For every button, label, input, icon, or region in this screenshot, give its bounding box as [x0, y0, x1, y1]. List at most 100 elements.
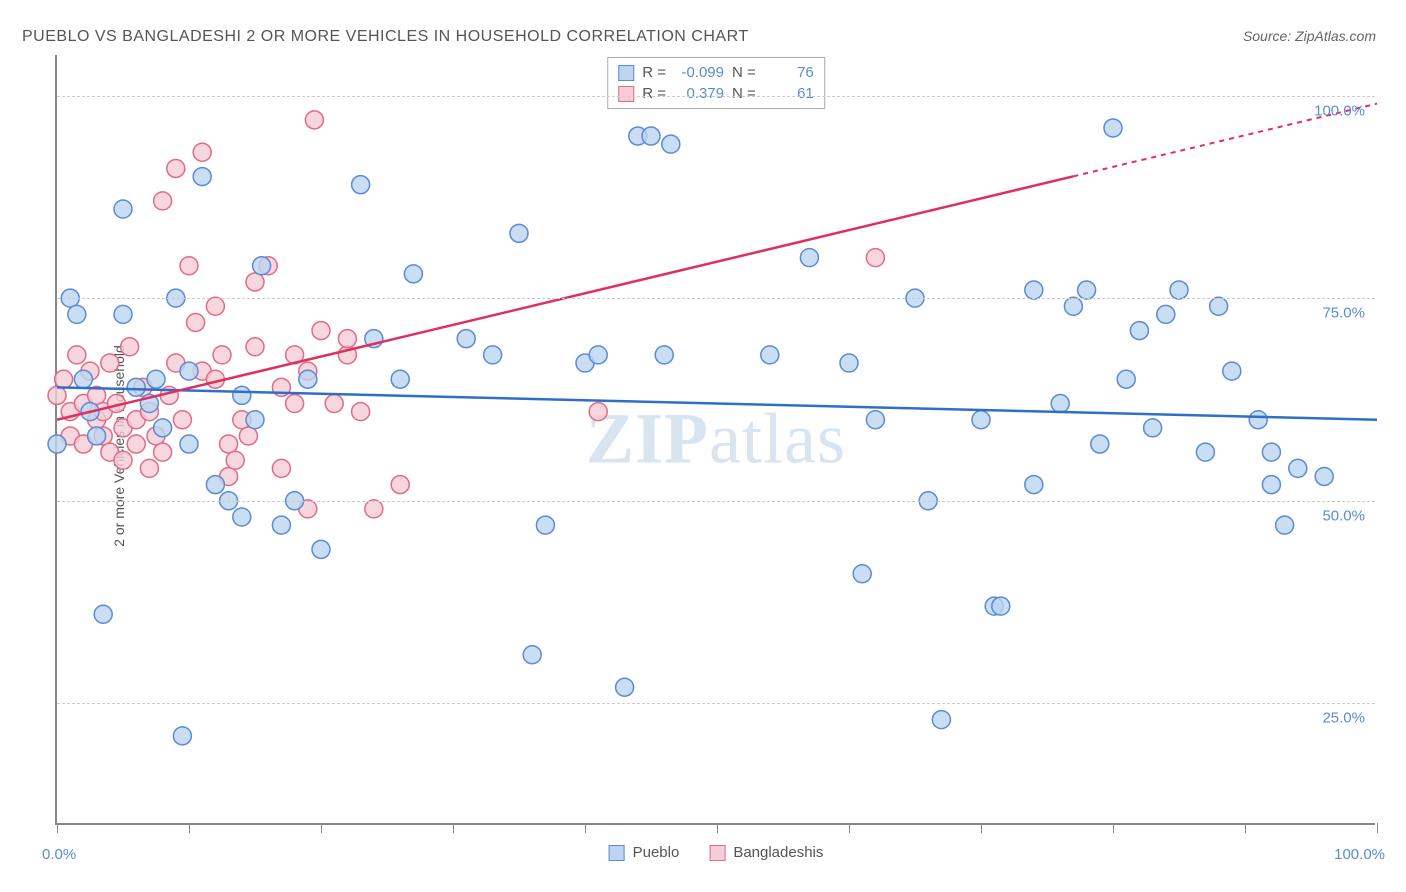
x-tick-label-left: 0.0% — [42, 846, 76, 863]
scatter-point — [206, 476, 224, 494]
x-tick — [57, 823, 58, 833]
scatter-point — [457, 330, 475, 348]
gridline-h — [57, 501, 1375, 502]
scatter-point — [1064, 297, 1082, 315]
scatter-point — [352, 403, 370, 421]
scatter-point — [180, 257, 198, 275]
scatter-point — [1051, 395, 1069, 413]
scatter-point — [1262, 476, 1280, 494]
scatter-point — [1025, 281, 1043, 299]
legend-item-bangladeshis: Bangladeshis — [709, 844, 823, 861]
scatter-point — [1130, 322, 1148, 340]
scatter-point — [68, 305, 86, 323]
legend-swatch-pueblo — [609, 845, 625, 861]
scatter-point — [523, 646, 541, 664]
scatter-point — [616, 678, 634, 696]
scatter-point — [48, 386, 66, 404]
scatter-point — [662, 135, 680, 153]
scatter-point — [312, 322, 330, 340]
scatter-point — [140, 459, 158, 477]
scatter-point — [233, 386, 251, 404]
scatter-point — [94, 605, 112, 623]
scatter-point — [74, 370, 92, 388]
scatter-point — [1157, 305, 1175, 323]
scatter-point — [866, 249, 884, 267]
scatter-point — [972, 411, 990, 429]
scatter-point — [68, 346, 86, 364]
scatter-point — [866, 411, 884, 429]
scatter-point — [180, 362, 198, 380]
scatter-point — [127, 378, 145, 396]
scatter-point — [233, 508, 251, 526]
scatter-point — [840, 354, 858, 372]
scatter-point — [154, 419, 172, 437]
scatter-point — [193, 143, 211, 161]
scatter-point — [213, 346, 231, 364]
scatter-point — [992, 597, 1010, 615]
scatter-point — [1262, 443, 1280, 461]
scatter-point — [589, 346, 607, 364]
scatter-point — [147, 370, 165, 388]
gridline-h — [57, 298, 1375, 299]
scatter-point — [1196, 443, 1214, 461]
plot-svg — [57, 55, 1375, 823]
y-tick-label: 100.0% — [1314, 102, 1365, 119]
scatter-point — [187, 313, 205, 331]
scatter-point — [305, 111, 323, 129]
scatter-point — [1315, 467, 1333, 485]
x-tick — [981, 823, 982, 833]
scatter-point — [299, 370, 317, 388]
scatter-point — [114, 305, 132, 323]
scatter-point — [642, 127, 660, 145]
scatter-point — [484, 346, 502, 364]
x-tick — [1245, 823, 1246, 833]
chart-source: Source: ZipAtlas.com — [1243, 28, 1376, 44]
scatter-point — [1117, 370, 1135, 388]
scatter-point — [180, 435, 198, 453]
scatter-point — [853, 565, 871, 583]
legend-swatch-bangladeshis — [709, 845, 725, 861]
x-tick — [1113, 823, 1114, 833]
scatter-point — [246, 411, 264, 429]
scatter-point — [272, 516, 290, 534]
scatter-point — [800, 249, 818, 267]
scatter-point — [510, 224, 528, 242]
scatter-point — [206, 297, 224, 315]
scatter-point — [272, 459, 290, 477]
scatter-point — [239, 427, 257, 445]
scatter-point — [365, 500, 383, 518]
x-tick-label-right: 100.0% — [1334, 846, 1385, 863]
scatter-point — [226, 451, 244, 469]
scatter-point — [325, 395, 343, 413]
x-tick — [453, 823, 454, 833]
scatter-point — [173, 411, 191, 429]
scatter-point — [338, 330, 356, 348]
y-tick-label: 25.0% — [1322, 710, 1365, 727]
y-tick-label: 75.0% — [1322, 305, 1365, 322]
scatter-point — [114, 200, 132, 218]
gridline-h — [57, 703, 1375, 704]
scatter-point — [1249, 411, 1267, 429]
scatter-point — [253, 257, 271, 275]
scatter-point — [391, 370, 409, 388]
scatter-point — [1091, 435, 1109, 453]
scatter-point — [48, 435, 66, 453]
scatter-point — [167, 159, 185, 177]
scatter-point — [1170, 281, 1188, 299]
scatter-point — [352, 176, 370, 194]
scatter-point — [1144, 419, 1162, 437]
scatter-point — [55, 370, 73, 388]
y-tick-label: 50.0% — [1322, 507, 1365, 524]
scatter-point — [589, 403, 607, 421]
scatter-point — [193, 168, 211, 186]
correlation-chart: PUEBLO VS BANGLADESHI 2 OR MORE VEHICLES… — [0, 0, 1406, 892]
scatter-point — [404, 265, 422, 283]
scatter-point — [220, 435, 238, 453]
scatter-point — [154, 192, 172, 210]
x-tick — [585, 823, 586, 833]
scatter-point — [655, 346, 673, 364]
scatter-point — [391, 476, 409, 494]
scatter-point — [1078, 281, 1096, 299]
scatter-point — [1104, 119, 1122, 137]
x-tick — [321, 823, 322, 833]
